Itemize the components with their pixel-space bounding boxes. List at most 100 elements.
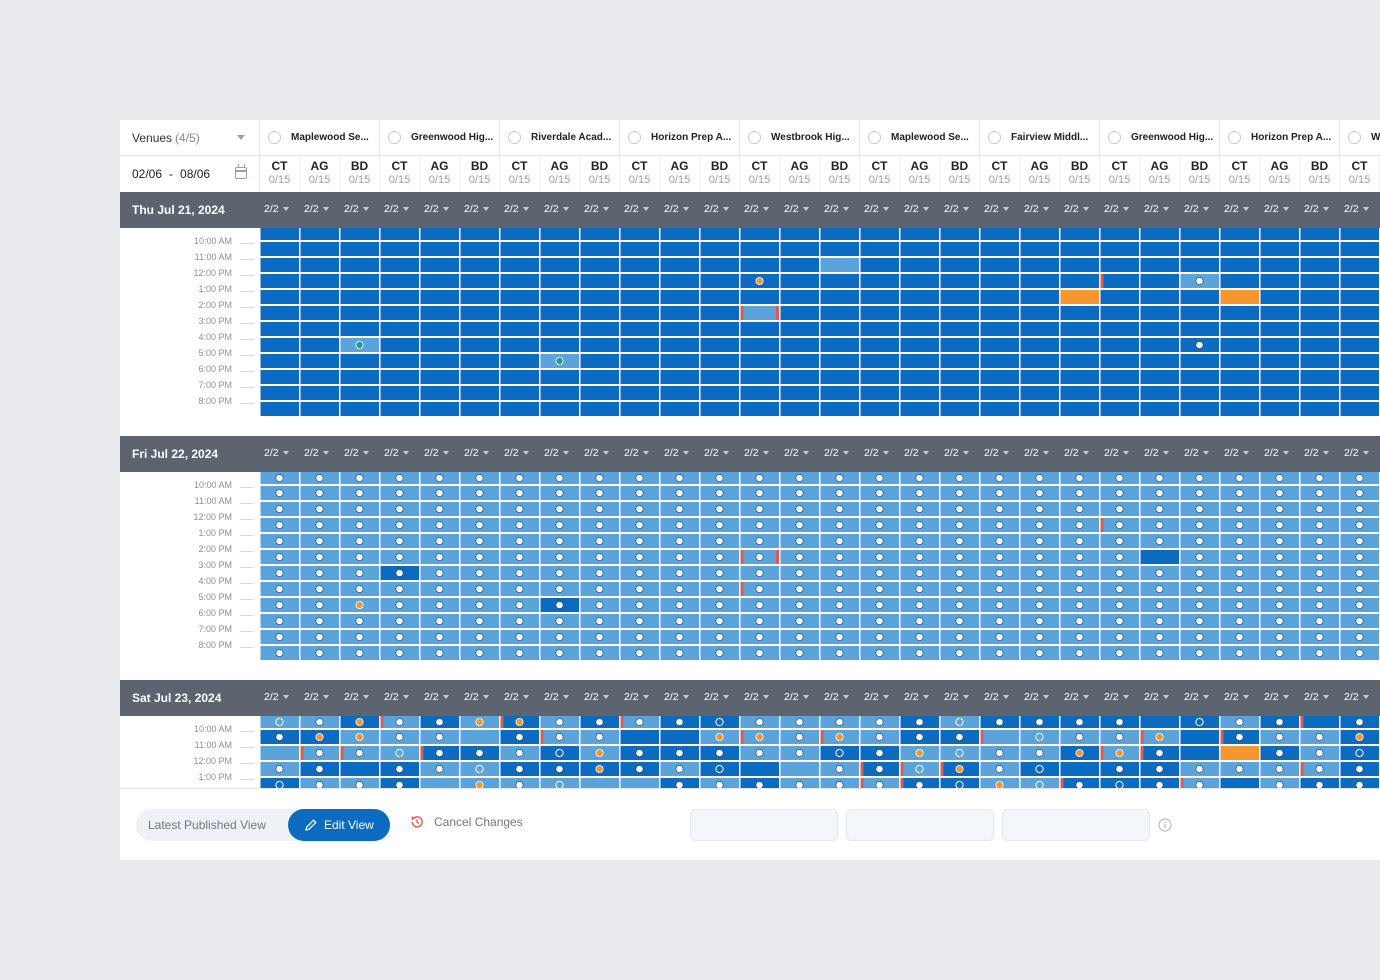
schedule-slot[interactable] — [1020, 730, 1060, 744]
slot-ratio-dropdown[interactable]: 2/2 — [740, 447, 780, 459]
slot-ratio-dropdown[interactable]: 2/2 — [1020, 203, 1060, 215]
calendar-icon[interactable] — [235, 164, 247, 179]
schedule-slot[interactable] — [420, 386, 460, 400]
schedule-slot[interactable] — [660, 386, 700, 400]
schedule-slot[interactable] — [1020, 274, 1060, 288]
schedule-slot[interactable] — [700, 762, 740, 776]
schedule-slot[interactable] — [460, 762, 500, 776]
slot-ratio-dropdown[interactable]: 2/2 — [700, 447, 740, 459]
schedule-slot[interactable] — [1260, 322, 1300, 336]
schedule-slot[interactable] — [540, 242, 580, 256]
schedule-slot[interactable] — [1060, 322, 1100, 336]
schedule-slot[interactable] — [420, 370, 460, 384]
slot-ratio-dropdown[interactable]: 2/2 — [1180, 691, 1220, 703]
slot-ratio-dropdown[interactable]: 2/2 — [380, 691, 420, 703]
schedule-slot[interactable] — [780, 762, 820, 776]
schedule-slot[interactable] — [700, 290, 740, 304]
slot-ratio-dropdown[interactable]: 2/2 — [460, 691, 500, 703]
schedule-slot[interactable] — [1220, 290, 1260, 304]
schedule-slot[interactable] — [1140, 370, 1180, 384]
schedule-slot[interactable] — [780, 354, 820, 368]
schedule-slot[interactable] — [1260, 242, 1300, 256]
column-header-18[interactable]: CT 0/15 — [980, 156, 1020, 192]
column-header-19[interactable]: AG 0/15 — [1020, 156, 1060, 192]
slot-ratio-dropdown[interactable]: 2/2 — [420, 203, 460, 215]
schedule-slot[interactable] — [1300, 338, 1340, 352]
schedule-slot[interactable] — [820, 274, 860, 288]
schedule-slot[interactable] — [940, 228, 980, 240]
schedule-slot[interactable] — [260, 322, 300, 336]
schedule-slot[interactable] — [580, 402, 620, 416]
schedule-slot[interactable] — [860, 370, 900, 384]
schedule-slot[interactable] — [1260, 370, 1300, 384]
schedule-slot[interactable] — [1220, 274, 1260, 288]
schedule-slot[interactable] — [340, 354, 380, 368]
schedule-slot[interactable] — [1340, 402, 1380, 416]
schedule-slot[interactable] — [500, 386, 540, 400]
schedule-slot[interactable] — [740, 242, 780, 256]
schedule-slot[interactable] — [580, 274, 620, 288]
schedule-slot[interactable] — [620, 322, 660, 336]
slot-ratio-dropdown[interactable]: 2/2 — [420, 447, 460, 459]
column-header-9[interactable]: CT 0/15 — [620, 156, 660, 192]
venue-radio[interactable] — [388, 131, 401, 144]
schedule-slot[interactable] — [1060, 338, 1100, 352]
schedule-slot[interactable] — [260, 290, 300, 304]
schedule-slot[interactable] — [1180, 730, 1220, 744]
schedule-slot[interactable] — [420, 242, 460, 256]
schedule-slot[interactable] — [1180, 228, 1220, 240]
schedule-slot[interactable] — [940, 242, 980, 256]
schedule-slot[interactable] — [660, 322, 700, 336]
venue-radio[interactable] — [868, 131, 881, 144]
column-header-14[interactable]: BD 0/15 — [820, 156, 860, 192]
schedule-slot[interactable] — [1140, 228, 1180, 240]
slot-ratio-dropdown[interactable]: 2/2 — [340, 447, 380, 459]
slot-ratio-dropdown[interactable]: 2/2 — [1340, 691, 1380, 703]
schedule-slot[interactable] — [340, 402, 380, 416]
schedule-slot[interactable] — [780, 386, 820, 400]
schedule-slot[interactable] — [940, 354, 980, 368]
schedule-slot[interactable] — [260, 306, 300, 320]
schedule-slot[interactable] — [1220, 778, 1260, 788]
slot-ratio-dropdown[interactable]: 2/2 — [700, 691, 740, 703]
schedule-slot[interactable] — [340, 386, 380, 400]
schedule-slot[interactable] — [1340, 370, 1380, 384]
schedule-slot[interactable] — [1300, 386, 1340, 400]
schedule-slot[interactable] — [1140, 402, 1180, 416]
schedule-slot[interactable] — [980, 370, 1020, 384]
schedule-slot[interactable] — [1060, 228, 1100, 240]
column-header-20[interactable]: BD 0/15 — [1060, 156, 1100, 192]
schedule-slot[interactable] — [340, 242, 380, 256]
slot-ratio-dropdown[interactable]: 2/2 — [780, 203, 820, 215]
schedule-slot[interactable] — [300, 354, 340, 368]
schedule-slot[interactable] — [740, 322, 780, 336]
slot-ratio-dropdown[interactable]: 2/2 — [580, 447, 620, 459]
schedule-slot[interactable] — [1180, 258, 1220, 272]
schedule-slot[interactable] — [700, 228, 740, 240]
schedule-slot[interactable] — [500, 228, 540, 240]
slot-ratio-dropdown[interactable]: 2/2 — [980, 203, 1020, 215]
schedule-slot[interactable] — [620, 306, 660, 320]
schedule-slot[interactable] — [460, 258, 500, 272]
schedule-slot[interactable] — [1300, 228, 1340, 240]
slot-ratio-dropdown[interactable]: 2/2 — [900, 691, 940, 703]
schedule-slot[interactable] — [1180, 746, 1220, 760]
schedule-slot[interactable] — [420, 338, 460, 352]
schedule-slot[interactable] — [420, 228, 460, 240]
schedule-slot[interactable] — [380, 242, 420, 256]
schedule-slot[interactable] — [1100, 274, 1140, 288]
schedule-slot[interactable] — [500, 402, 540, 416]
schedule-slot[interactable] — [540, 228, 580, 240]
schedule-slot[interactable] — [820, 242, 860, 256]
schedule-slot[interactable] — [860, 322, 900, 336]
schedule-slot[interactable] — [500, 258, 540, 272]
schedule-slot[interactable] — [620, 228, 660, 240]
schedule-slot[interactable] — [500, 306, 540, 320]
column-header-27[interactable]: CT 0/15 — [1340, 156, 1380, 192]
schedule-slot[interactable] — [540, 258, 580, 272]
schedule-slot[interactable] — [1020, 386, 1060, 400]
schedule-slot[interactable] — [900, 402, 940, 416]
schedule-slot[interactable] — [660, 274, 700, 288]
schedule-slot[interactable] — [1100, 386, 1140, 400]
schedule-slot[interactable] — [700, 354, 740, 368]
